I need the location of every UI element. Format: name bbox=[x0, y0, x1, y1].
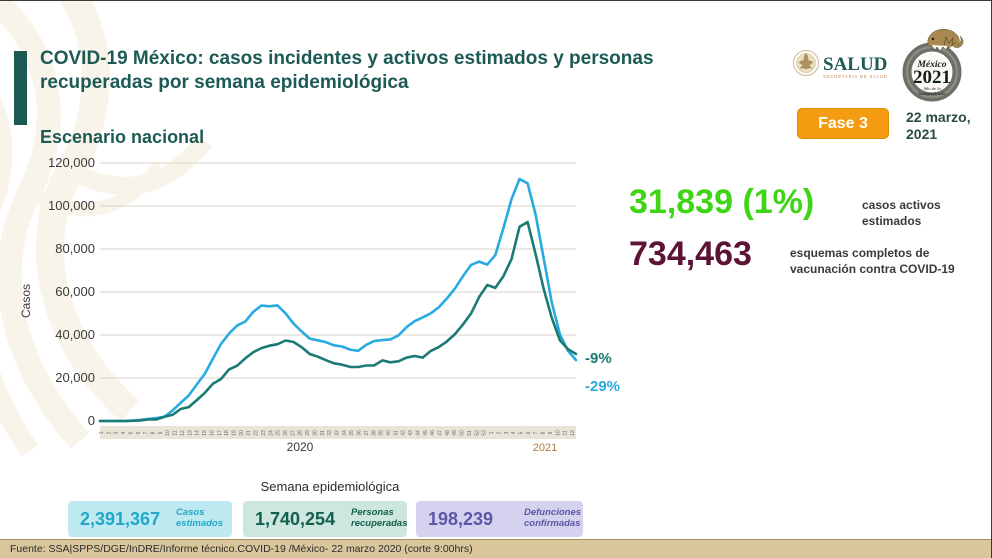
svg-text:50: 50 bbox=[460, 430, 466, 436]
svg-text:3: 3 bbox=[504, 431, 510, 434]
svg-text:5: 5 bbox=[519, 431, 525, 434]
svg-text:4: 4 bbox=[121, 431, 127, 434]
svg-text:15: 15 bbox=[202, 430, 208, 436]
svg-text:2: 2 bbox=[106, 431, 112, 434]
svg-text:80,000: 80,000 bbox=[55, 241, 95, 256]
svg-text:30: 30 bbox=[312, 430, 318, 436]
svg-text:43: 43 bbox=[408, 430, 414, 436]
svg-text:21: 21 bbox=[246, 430, 252, 436]
svg-text:44: 44 bbox=[416, 430, 422, 436]
svg-text:27: 27 bbox=[290, 430, 296, 436]
svg-text:40: 40 bbox=[386, 430, 392, 436]
svg-text:1: 1 bbox=[489, 431, 495, 434]
svg-text:Casos: Casos bbox=[19, 284, 33, 318]
svg-text:34: 34 bbox=[342, 430, 348, 436]
svg-text:9: 9 bbox=[548, 431, 554, 434]
svg-text:51: 51 bbox=[467, 430, 473, 436]
svg-text:40,000: 40,000 bbox=[55, 327, 95, 342]
svg-text:5: 5 bbox=[128, 431, 134, 434]
svg-text:33: 33 bbox=[335, 430, 341, 436]
svg-text:10: 10 bbox=[165, 430, 171, 436]
svg-text:52: 52 bbox=[474, 430, 480, 436]
svg-text:16: 16 bbox=[209, 430, 215, 436]
svg-text:49: 49 bbox=[452, 430, 458, 436]
svg-text:38: 38 bbox=[371, 430, 377, 436]
svg-text:35: 35 bbox=[349, 430, 355, 436]
svg-text:0: 0 bbox=[88, 413, 95, 428]
svg-text:28: 28 bbox=[298, 430, 304, 436]
svg-text:13: 13 bbox=[187, 430, 193, 436]
svg-text:22: 22 bbox=[254, 430, 260, 436]
svg-text:2: 2 bbox=[496, 431, 502, 434]
svg-text:8: 8 bbox=[151, 431, 157, 434]
svg-text:46: 46 bbox=[430, 430, 436, 436]
svg-text:23: 23 bbox=[261, 430, 267, 436]
svg-text:7: 7 bbox=[533, 431, 539, 434]
svg-text:6: 6 bbox=[526, 431, 532, 434]
svg-text:18: 18 bbox=[224, 430, 230, 436]
svg-text:11: 11 bbox=[173, 430, 179, 435]
svg-text:53: 53 bbox=[482, 430, 488, 436]
svg-text:60,000: 60,000 bbox=[55, 284, 95, 299]
svg-text:20: 20 bbox=[239, 430, 245, 436]
svg-text:25: 25 bbox=[276, 430, 282, 436]
svg-text:3: 3 bbox=[114, 431, 120, 434]
svg-text:7: 7 bbox=[143, 431, 149, 434]
svg-text:26: 26 bbox=[283, 430, 289, 436]
svg-text:41: 41 bbox=[393, 430, 399, 436]
svg-text:48: 48 bbox=[445, 430, 451, 436]
svg-text:42: 42 bbox=[401, 430, 407, 436]
svg-text:32: 32 bbox=[327, 430, 333, 436]
svg-text:11: 11 bbox=[563, 430, 569, 435]
svg-text:14: 14 bbox=[195, 430, 201, 436]
svg-text:120,000: 120,000 bbox=[48, 155, 95, 170]
svg-text:1: 1 bbox=[99, 431, 105, 434]
svg-text:45: 45 bbox=[423, 430, 429, 436]
svg-text:4: 4 bbox=[511, 431, 517, 434]
svg-text:20,000: 20,000 bbox=[55, 370, 95, 385]
svg-text:12: 12 bbox=[570, 430, 576, 436]
svg-text:8: 8 bbox=[541, 431, 547, 434]
svg-text:100,000: 100,000 bbox=[48, 198, 95, 213]
svg-text:6: 6 bbox=[136, 431, 142, 434]
svg-text:2020: 2020 bbox=[287, 440, 314, 454]
svg-text:37: 37 bbox=[364, 430, 370, 436]
svg-text:29: 29 bbox=[305, 430, 311, 436]
svg-text:17: 17 bbox=[217, 430, 223, 436]
svg-text:10: 10 bbox=[555, 430, 561, 436]
svg-text:2021: 2021 bbox=[533, 442, 557, 454]
svg-text:12: 12 bbox=[180, 430, 186, 436]
svg-text:9: 9 bbox=[158, 431, 164, 434]
svg-text:31: 31 bbox=[320, 430, 326, 436]
svg-text:39: 39 bbox=[379, 430, 385, 436]
svg-text:-29%: -29% bbox=[585, 378, 620, 395]
svg-text:-9%: -9% bbox=[585, 350, 612, 367]
svg-text:24: 24 bbox=[268, 430, 274, 436]
svg-text:19: 19 bbox=[232, 430, 238, 436]
svg-text:47: 47 bbox=[438, 430, 444, 436]
svg-text:36: 36 bbox=[357, 430, 363, 436]
